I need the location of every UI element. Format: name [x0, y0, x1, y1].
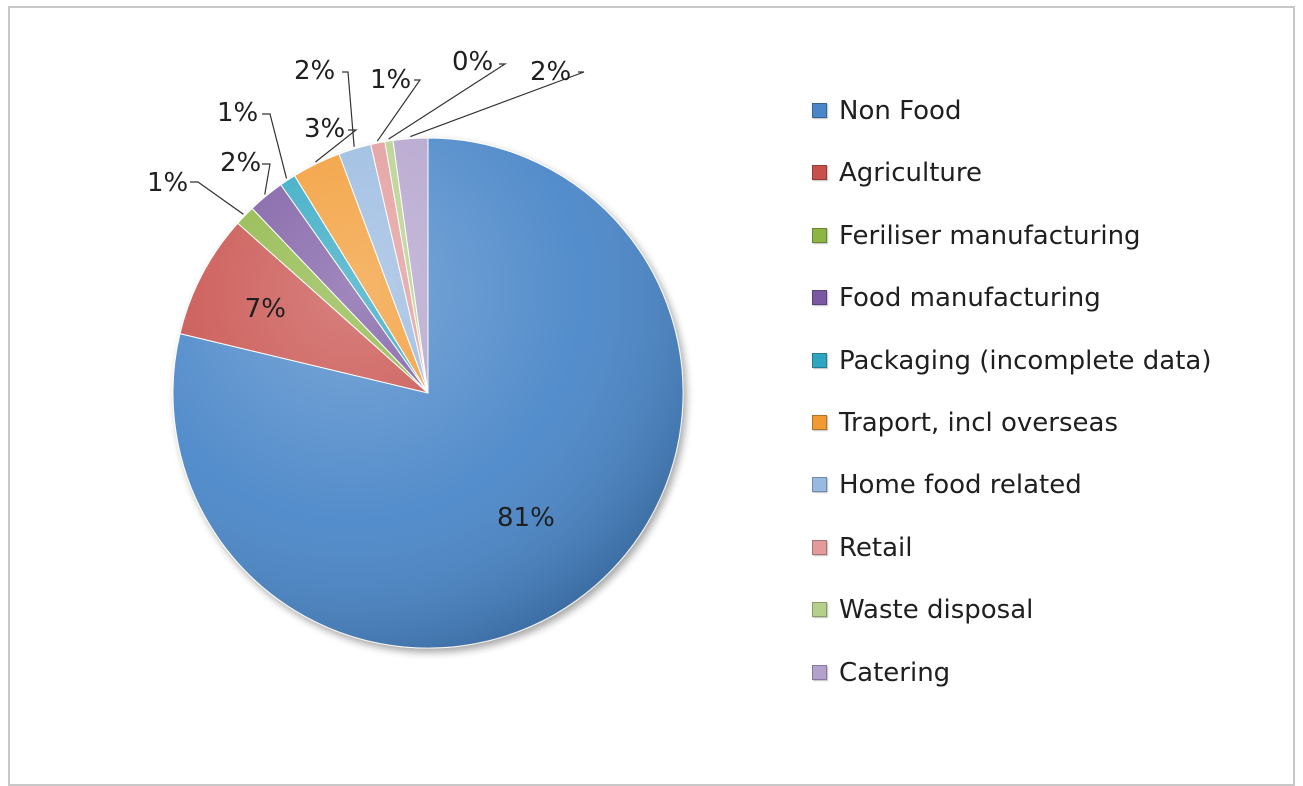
legend-swatch: [812, 227, 827, 243]
chart-legend: Non Food Agriculture Feriliser manufacturi…: [812, 95, 1212, 719]
legend-swatch: [812, 664, 827, 680]
data-label-6: 3%: [304, 114, 345, 144]
legend-label: Catering: [839, 657, 951, 688]
legend-label: Retail: [839, 532, 913, 563]
legend-item: Catering: [812, 657, 1212, 719]
legend-label: Traport, incl overseas: [839, 407, 1118, 438]
leader-line-3: [190, 181, 244, 215]
legend-item: Home food related: [812, 469, 1212, 531]
legend-label: Feriliser manufacturing: [839, 220, 1141, 251]
legend-swatch: [812, 477, 827, 493]
legend-swatch: [812, 602, 827, 618]
leader-line-7: [342, 71, 355, 147]
legend-label: Packaging (incomplete data): [839, 345, 1212, 376]
legend-label: Agriculture: [839, 158, 982, 189]
legend-swatch: [812, 352, 827, 368]
data-label-9: 0%: [452, 47, 493, 77]
data-label-2: 7%: [245, 294, 286, 324]
legend-swatch: [812, 414, 827, 430]
data-label-8: 1%: [370, 65, 411, 95]
leader-line-8: [376, 79, 422, 142]
legend-swatch: [812, 165, 827, 181]
legend-item: Feriliser manufacturing: [812, 220, 1212, 282]
legend-item: Packaging (incomplete data): [812, 345, 1212, 407]
leader-line-9: [388, 63, 508, 140]
leader-line-10: [410, 71, 585, 138]
legend-item: Non Food: [812, 95, 1212, 157]
legend-item: Waste disposal: [812, 594, 1212, 656]
legend-item: Food manufacturing: [812, 282, 1212, 344]
data-label-5: 1%: [217, 98, 258, 128]
legend-swatch: [812, 290, 827, 306]
legend-label: Non Food: [839, 96, 962, 126]
leader-line-6: [315, 129, 358, 163]
pie-gloss: [173, 138, 683, 648]
legend-label: Home food related: [839, 470, 1082, 501]
leader-line-4: [262, 163, 271, 195]
data-label-7: 2%: [294, 56, 335, 86]
leader-line-5: [262, 113, 288, 179]
legend-label: Food manufacturing: [839, 283, 1101, 314]
legend-swatch: [812, 539, 827, 555]
data-label-10: 2%: [530, 57, 571, 87]
legend-item: Agriculture: [812, 157, 1212, 219]
data-label-1: 81%: [497, 503, 555, 533]
data-label-3: 1%: [147, 168, 188, 198]
legend-label: Waste disposal: [839, 595, 1034, 626]
data-label-4: 2%: [220, 148, 261, 178]
legend-item: Traport, incl overseas: [812, 407, 1212, 469]
legend-swatch: [812, 103, 827, 118]
legend-item: Retail: [812, 532, 1212, 594]
